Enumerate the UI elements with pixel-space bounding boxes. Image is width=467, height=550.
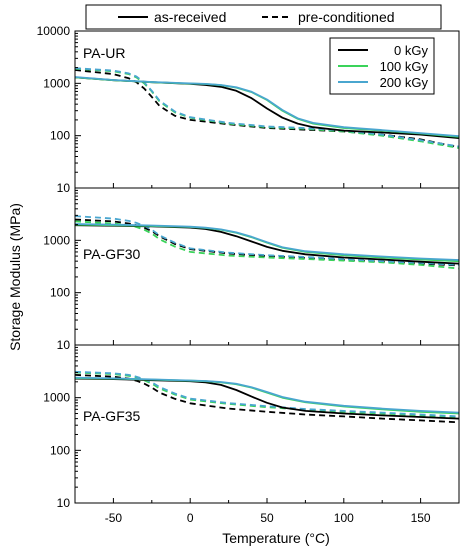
series-line-200-kgy-pre-conditioned [75,215,459,266]
panel-pa-ur: 10 100 1000 10000 PA-UR [37,24,460,195]
x-tick-label: 100 [334,511,354,525]
panel-frame [74,344,460,504]
x-axis-label: Temperature (°C) [222,530,330,546]
legend-label-200-kgy: 200 kGy [380,75,429,90]
legend-pre-conditioned-label: pre-conditioned [298,9,395,25]
y-tick-label: 100 [50,286,70,300]
series-line-200-kgy-as-received [75,223,459,261]
y-tick-label: 1000 [43,391,70,405]
series-line-0-kgy-pre-conditioned [75,374,459,424]
y-tick-label: 1000 [43,76,70,90]
series-line-200-kgy-as-received [75,376,459,414]
panel-label: PA-GF35 [83,408,141,424]
plot-area: 10100100010000PA-UR101001000PA-GF3010100… [37,24,460,525]
y-axis-label: Storage Modulus (MPa) [7,203,23,351]
y-tick-label: 10 [57,338,71,352]
series-line-100-kgy-pre-conditioned [75,220,459,270]
y-tick-label: 1000 [43,233,70,247]
panel-pa-gf35: 10 100 1000 PA-GF35 [43,344,460,510]
panel-label: PA-UR [83,45,126,61]
panel-frame [74,187,460,346]
y-tick-label: 10 [57,181,71,195]
legend-as-received-label: as-received [154,9,226,25]
y-tick-label: 100 [50,129,70,143]
x-tick-label: -50 [105,511,123,525]
x-tick-label: 0 [187,511,194,525]
legend-label-0-kgy: 0 kGy [394,43,428,58]
panel-pa-gf30: 10 100 1000 PA-GF30 [43,187,460,352]
linestyle-legend: as-received pre-conditioned [85,4,442,30]
series-line-200-kgy-pre-conditioned [75,67,459,148]
legend-label-100-kgy: 100 kGy [380,59,429,74]
panel-label: PA-GF30 [83,246,141,262]
x-tick-label: 50 [260,511,274,525]
y-tick-label: 10 [57,496,71,510]
series-line-200-kgy-pre-conditioned [75,370,459,418]
x-tick-label: 150 [411,511,431,525]
y-tick-label: 10000 [37,24,71,38]
series-line-200-kgy-as-received [75,76,459,137]
y-tick-label: 100 [50,443,70,457]
